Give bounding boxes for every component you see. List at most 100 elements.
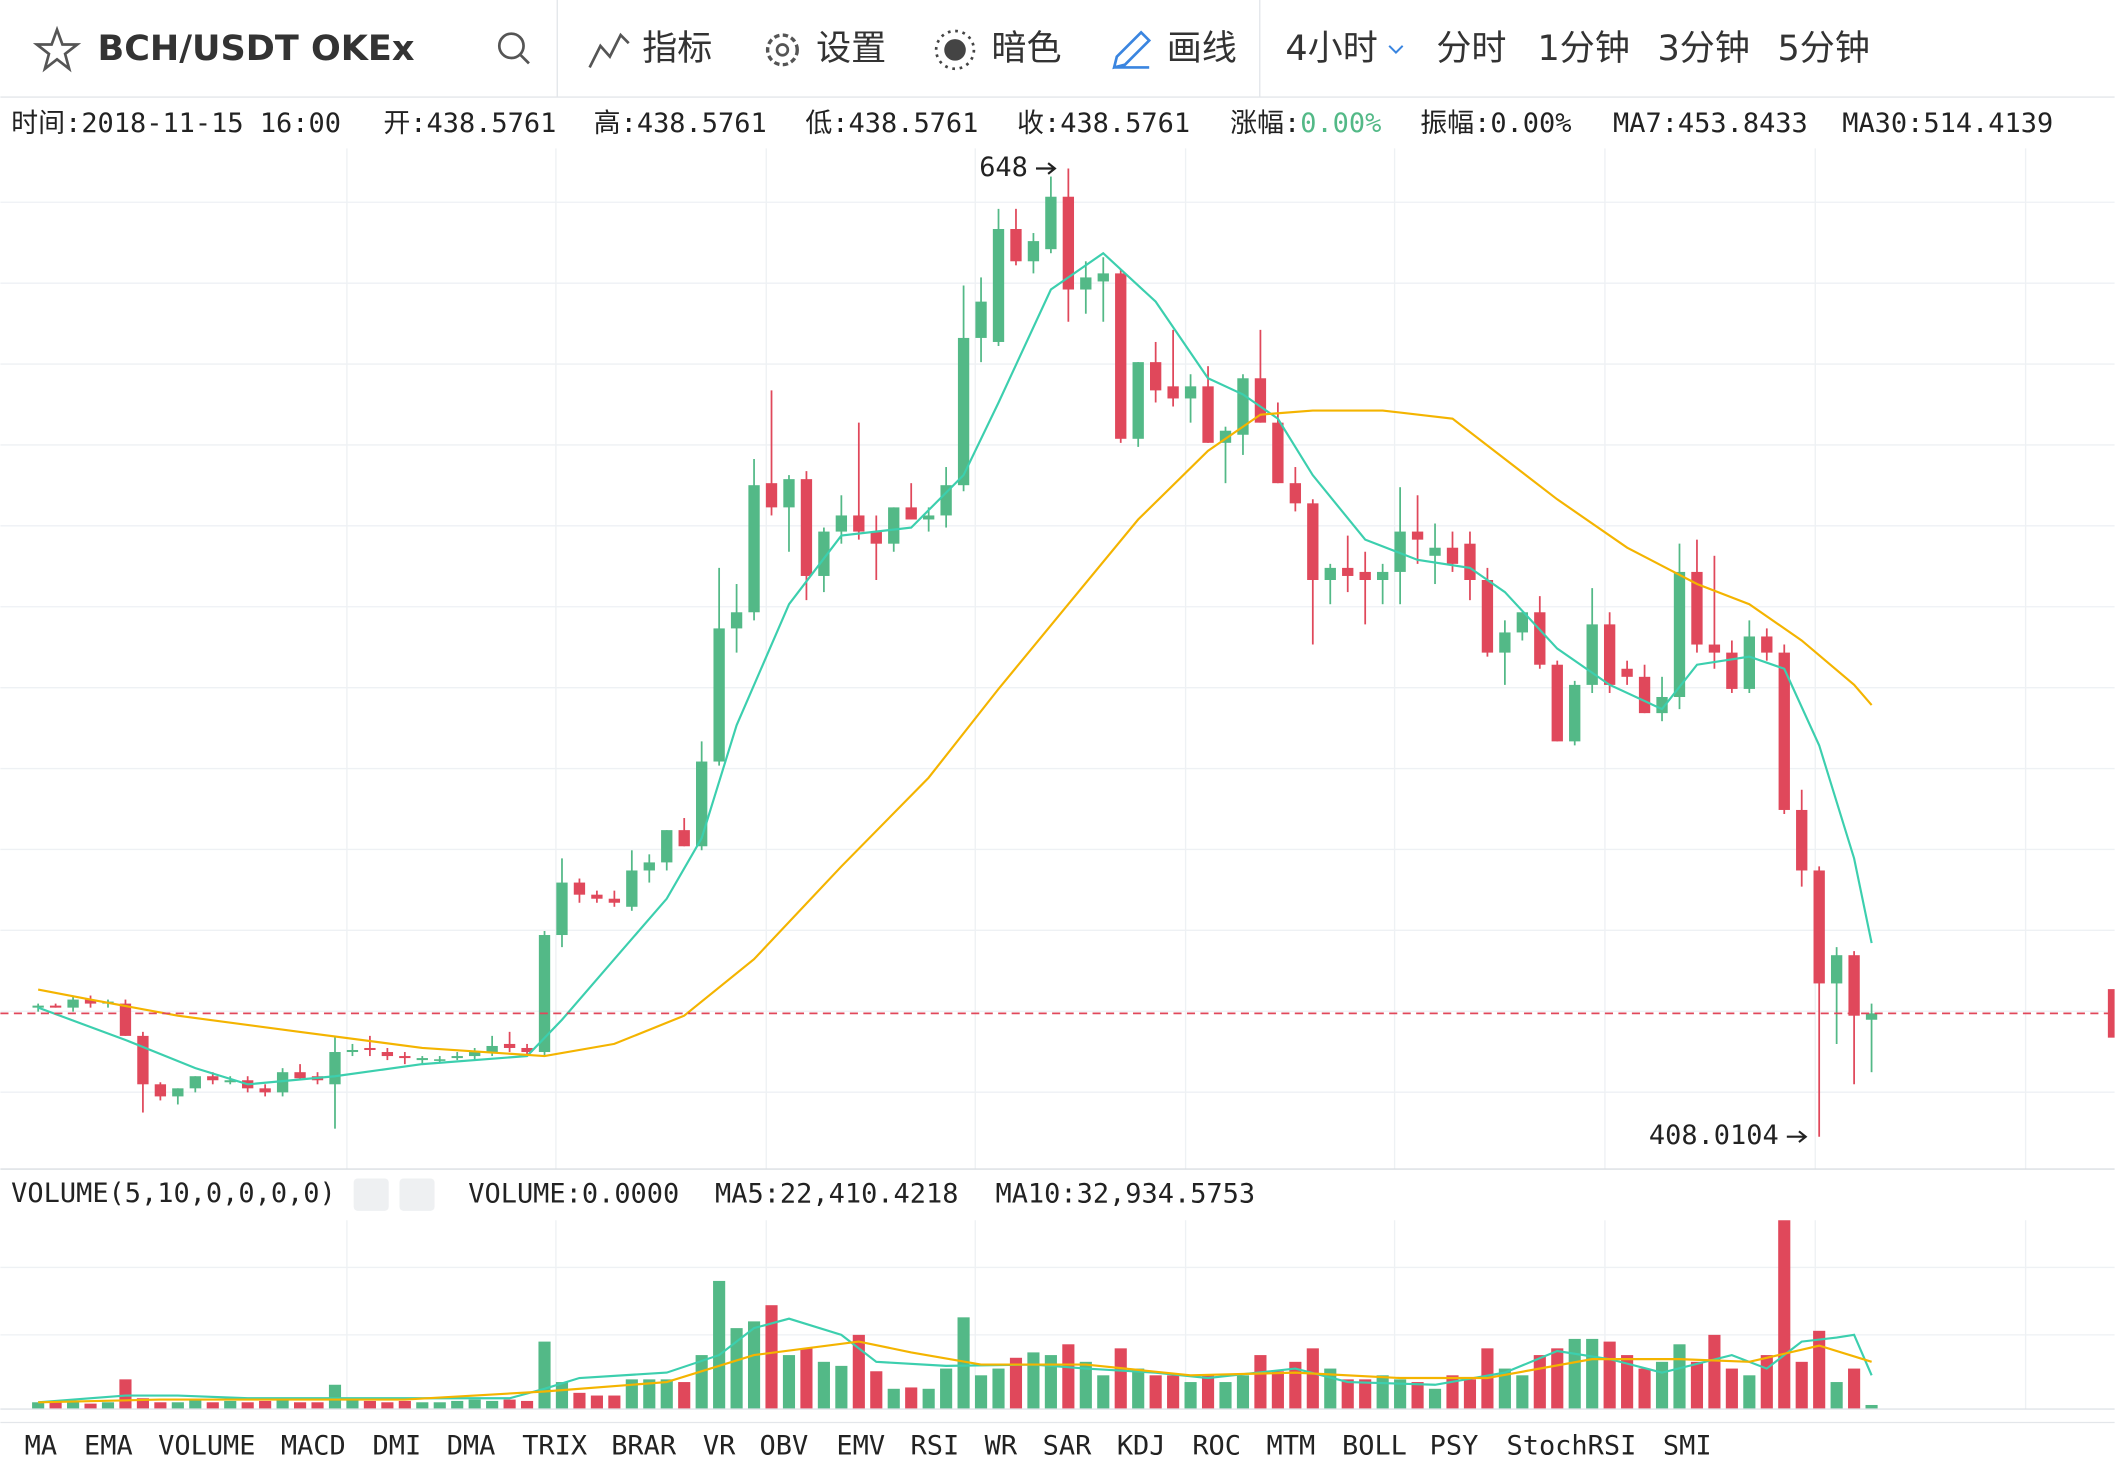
indicator-tab[interactable]: VR	[703, 1430, 736, 1461]
volume-bar	[1830, 1382, 1843, 1410]
indicator-tab[interactable]: BOLL	[1342, 1430, 1407, 1461]
volume-bar	[1236, 1375, 1250, 1410]
settings-button[interactable]	[353, 1178, 389, 1211]
candle-body	[451, 1056, 463, 1059]
period-button[interactable]: 分时	[1436, 28, 1506, 69]
volume-bar	[555, 1382, 569, 1410]
info-item: 时间:2018-11-15 16:00	[11, 108, 341, 139]
candle-body	[207, 1076, 219, 1081]
volume-bar	[1079, 1361, 1092, 1410]
candle-body	[276, 1072, 289, 1093]
search-icon[interactable]	[497, 32, 525, 60]
candle-body	[1638, 676, 1651, 714]
volume-info-value: 32,934.5753	[1077, 1178, 1256, 1209]
volume-bar	[346, 1398, 359, 1410]
candle-body	[1115, 273, 1127, 439]
candle-body	[853, 515, 865, 532]
indicator-tab[interactable]: MTM	[1266, 1430, 1315, 1461]
indicator-tab[interactable]: OBV	[760, 1430, 809, 1461]
candle-body	[748, 485, 760, 613]
volume-bar	[590, 1395, 603, 1410]
indicator-tab[interactable]: VOLUME	[158, 1430, 255, 1461]
volume-bar	[608, 1395, 621, 1410]
volume-bar	[1516, 1375, 1529, 1410]
candle-body	[556, 882, 568, 936]
candle-body	[1761, 636, 1773, 653]
volume-title: VOLUME(5,10,0,0,0,0)	[11, 1178, 336, 1209]
indicator-tab[interactable]: MA	[25, 1430, 57, 1461]
price-panel: 648 408.0104	[0, 148, 2115, 1170]
candle-body	[765, 483, 778, 508]
indicator-tab[interactable]: SMI	[1663, 1430, 1712, 1461]
candle-body	[1796, 809, 1808, 871]
indicator-icon	[588, 32, 630, 69]
volume-bar	[1638, 1368, 1651, 1410]
volume-bar	[101, 1402, 115, 1410]
info-value: 438.5761	[1060, 108, 1190, 139]
volume-bar	[49, 1402, 62, 1410]
indicator-tab[interactable]: ROC	[1192, 1430, 1241, 1461]
toolbar-button[interactable]: 设置	[816, 28, 886, 69]
volume-bar	[1428, 1388, 1442, 1410]
period-button[interactable]: 5分钟	[1778, 28, 1870, 69]
candle-body	[1603, 624, 1616, 685]
candle-body	[346, 1050, 359, 1053]
volume-bar	[1062, 1344, 1075, 1410]
volume-bar	[1132, 1368, 1145, 1410]
indicator-tab[interactable]: StochRSI	[1506, 1430, 1636, 1461]
candle-body	[521, 1047, 533, 1053]
candle-body	[678, 830, 690, 847]
volume-bar	[224, 1400, 237, 1410]
indicator-tab[interactable]: EMV	[836, 1430, 885, 1461]
candle-body	[573, 882, 586, 895]
volume-bar	[1394, 1379, 1407, 1410]
indicator-tab[interactable]: WR	[985, 1430, 1018, 1461]
indicator-tab[interactable]: EMA	[84, 1430, 133, 1461]
indicator-tab[interactable]: TRIX	[522, 1430, 587, 1461]
volume-bar	[32, 1402, 45, 1410]
info-label: 涨幅:	[1230, 108, 1300, 139]
close-button[interactable]	[399, 1178, 435, 1211]
indicator-tab[interactable]: MACD	[281, 1430, 346, 1461]
volume-info-item: VOLUME:0.0000	[468, 1178, 679, 1209]
volume-bar	[206, 1402, 219, 1410]
volume-bar	[381, 1402, 394, 1410]
volume-bar	[1411, 1382, 1424, 1410]
volume-bar	[1446, 1375, 1459, 1410]
indicator-tab[interactable]: KDJ	[1117, 1430, 1166, 1461]
volume-info-label: MA5:	[715, 1178, 780, 1209]
info-label: 振幅:	[1420, 108, 1490, 139]
toolbar-button[interactable]: 指标	[642, 28, 712, 69]
candle-body	[1848, 955, 1860, 1016]
indicator-tab[interactable]: SAR	[1043, 1430, 1092, 1461]
ma-line	[38, 1340, 1872, 1404]
volume-bar	[1533, 1355, 1546, 1410]
indicator-tab[interactable]: DMI	[373, 1430, 422, 1461]
indicator-tab[interactable]: BRAR	[611, 1430, 677, 1461]
volume-bar	[416, 1402, 429, 1410]
star-icon[interactable]	[32, 25, 82, 73]
candle-body	[1045, 196, 1057, 250]
volume-bar	[835, 1365, 848, 1410]
period-button[interactable]: 3分钟	[1658, 28, 1750, 69]
info-label: 时间:	[11, 108, 81, 139]
toolbar-button[interactable]: 暗色	[991, 28, 1061, 69]
period-selected[interactable]: 4小时	[1285, 28, 1377, 69]
candle-body	[1132, 362, 1144, 439]
volume-bar	[486, 1400, 499, 1410]
indicator-tab[interactable]: PSY	[1430, 1430, 1479, 1461]
candle-body	[1219, 430, 1232, 443]
volume-bar	[538, 1341, 551, 1410]
period-button[interactable]: 1分钟	[1538, 28, 1630, 69]
volume-bar	[241, 1402, 254, 1410]
volume-bar	[1568, 1338, 1581, 1410]
candle-body	[1446, 547, 1459, 564]
volume-bar	[1586, 1338, 1599, 1410]
info-value: 453.8433	[1678, 108, 1808, 139]
indicator-tab[interactable]: RSI	[911, 1430, 960, 1461]
indicator-tab[interactable]: DMA	[447, 1430, 496, 1461]
volume-bar	[1097, 1375, 1110, 1410]
candle-body	[957, 337, 970, 486]
toolbar-button[interactable]: 画线	[1167, 28, 1237, 69]
volume-bar	[1149, 1375, 1162, 1410]
